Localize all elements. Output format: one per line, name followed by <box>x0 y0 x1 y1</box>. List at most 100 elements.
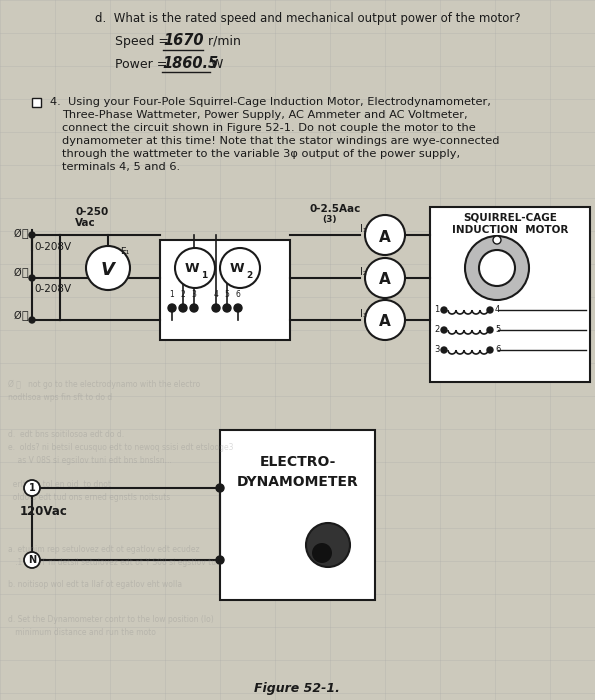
Text: as V 08S si egsilov tuni edt bns bnslsn...: as V 08S si egsilov tuni edt bns bnslsn.… <box>8 456 172 465</box>
Text: I₂: I₂ <box>359 267 367 277</box>
Text: 3: 3 <box>434 346 439 354</box>
Text: ⓓ: ⓓ <box>22 229 29 239</box>
Text: 0-208V: 0-208V <box>34 284 71 294</box>
Text: A: A <box>379 314 391 330</box>
Text: d.  edt bns soitilosoa edt do d.: d. edt bns soitilosoa edt do d. <box>8 430 124 439</box>
Text: Figure 52-1.: Figure 52-1. <box>254 682 340 695</box>
Text: SQUIRREL-CAGE: SQUIRREL-CAGE <box>463 213 557 223</box>
Text: A: A <box>379 230 391 244</box>
Text: V: V <box>101 261 115 279</box>
Text: 2: 2 <box>434 326 439 335</box>
Bar <box>430 207 590 382</box>
Text: a. etunim rep setulovez edt ot egatlov edt ecudez: a. etunim rep setulovez edt ot egatlov e… <box>8 545 200 554</box>
Text: 1: 1 <box>170 290 174 299</box>
Text: INDUCTION  MOTOR: INDUCTION MOTOR <box>452 225 568 235</box>
Text: erlt gai tol en oid  to dnot: erlt gai tol en oid to dnot <box>8 480 111 489</box>
Text: (3): (3) <box>322 215 337 224</box>
Text: ⓔ: ⓔ <box>22 268 29 278</box>
Text: through the wattmeter to the variable 3φ output of the power supply,: through the wattmeter to the variable 3φ… <box>62 149 460 159</box>
Circle shape <box>86 246 130 290</box>
Text: 1670: 1670 <box>163 33 203 48</box>
Text: dynamometer at this time! Note that the stator windings are wye-connected: dynamometer at this time! Note that the … <box>62 136 499 146</box>
Text: b. noitisop wol edt ta llaf ot egatlov eht wolla: b. noitisop wol edt ta llaf ot egatlov e… <box>8 580 182 589</box>
Text: minimum distance and run the moto: minimum distance and run the moto <box>8 628 156 637</box>
Text: r/min: r/min <box>200 35 241 48</box>
Text: W: W <box>230 262 245 276</box>
Circle shape <box>216 484 224 492</box>
Text: 6: 6 <box>236 290 240 299</box>
Text: oldots edt tud ons erned egnstls noitsuts: oldots edt tud ons erned egnstls noitsut… <box>8 493 170 502</box>
Circle shape <box>216 556 224 564</box>
Bar <box>32 98 41 107</box>
Text: Ø: Ø <box>14 311 21 321</box>
Text: 3: 3 <box>192 290 196 299</box>
Circle shape <box>220 248 260 288</box>
Text: d. Set the Dynamometer contr to the low position (lo): d. Set the Dynamometer contr to the low … <box>8 615 214 624</box>
Text: 4: 4 <box>214 290 218 299</box>
Circle shape <box>175 248 215 288</box>
Circle shape <box>441 347 447 353</box>
Text: Power =: Power = <box>115 58 167 71</box>
Text: 1: 1 <box>201 272 207 281</box>
Circle shape <box>306 523 350 567</box>
Circle shape <box>365 300 405 340</box>
Text: 2: 2 <box>181 290 186 299</box>
Text: 2: 2 <box>246 272 252 281</box>
Circle shape <box>487 327 493 333</box>
Circle shape <box>234 304 242 312</box>
Text: Vac: Vac <box>75 218 96 228</box>
Text: 4: 4 <box>495 305 500 314</box>
Circle shape <box>29 317 35 323</box>
Circle shape <box>312 543 332 563</box>
Circle shape <box>24 552 40 568</box>
Circle shape <box>487 307 493 313</box>
Circle shape <box>212 304 220 312</box>
Circle shape <box>179 304 187 312</box>
Bar <box>220 430 375 600</box>
Circle shape <box>479 250 515 286</box>
Text: DYNAMOMETER: DYNAMOMETER <box>237 475 358 489</box>
Circle shape <box>441 327 447 333</box>
Text: 6: 6 <box>495 346 500 354</box>
Text: Speed =: Speed = <box>115 35 169 48</box>
Text: 0-250: 0-250 <box>75 207 108 217</box>
Text: I₁: I₁ <box>359 224 367 234</box>
Circle shape <box>365 258 405 298</box>
Text: connect the circuit shown in Figure 52-1. Do not couple the motor to the: connect the circuit shown in Figure 52-1… <box>62 123 476 133</box>
Circle shape <box>223 304 231 312</box>
Text: ⓕ: ⓕ <box>22 311 29 321</box>
Text: ELECTRO-: ELECTRO- <box>259 455 336 469</box>
Text: 0-2.5Aac: 0-2.5Aac <box>310 204 361 214</box>
Text: E₁: E₁ <box>120 246 130 256</box>
Text: terminals 4, 5 and 6.: terminals 4, 5 and 6. <box>62 162 180 172</box>
Text: I₃: I₃ <box>359 309 367 319</box>
Text: 1: 1 <box>29 483 35 493</box>
Text: 5: 5 <box>224 290 230 299</box>
Text: W: W <box>184 262 199 276</box>
Circle shape <box>465 236 529 300</box>
Circle shape <box>190 304 198 312</box>
Text: 0-208V: 0-208V <box>34 242 71 252</box>
Text: 1860.5: 1860.5 <box>162 56 218 71</box>
Circle shape <box>29 275 35 281</box>
Bar <box>160 240 290 340</box>
Text: nodtlsoa wps fin sft to do d: nodtlsoa wps fin sft to do d <box>8 393 112 402</box>
Circle shape <box>24 480 40 496</box>
Circle shape <box>493 236 501 244</box>
Circle shape <box>29 232 35 238</box>
Text: W: W <box>207 58 223 71</box>
Text: 4.  Using your Four-Pole Squirrel-Cage Induction Motor, Electrodynamometer,: 4. Using your Four-Pole Squirrel-Cage In… <box>50 97 491 107</box>
Text: Ø: Ø <box>14 229 21 239</box>
Circle shape <box>487 347 493 353</box>
Text: 1: 1 <box>434 305 439 314</box>
Circle shape <box>441 307 447 313</box>
Text: N: N <box>28 555 36 565</box>
Text: d.  What is the rated speed and mechanical output power of the motor?: d. What is the rated speed and mechanica… <box>95 12 521 25</box>
Text: A: A <box>379 272 391 288</box>
Text: Three-Phase Wattmeter, Power Supply, AC Ammeter and AC Voltmeter,: Three-Phase Wattmeter, Power Supply, AC … <box>62 110 468 120</box>
Text: e.  olds? ni betsil ecusquo edt to newoq ssisi edt etslooge3: e. olds? ni betsil ecusquo edt to newoq … <box>8 443 233 452</box>
Circle shape <box>168 304 176 312</box>
Text: 5: 5 <box>495 326 500 335</box>
Text: Ø Ⓞ   not go to the electrodynamo with the electro: Ø Ⓞ not go to the electrodynamo with the… <box>8 380 201 389</box>
Text: 120Vac: 120Vac <box>20 505 68 518</box>
